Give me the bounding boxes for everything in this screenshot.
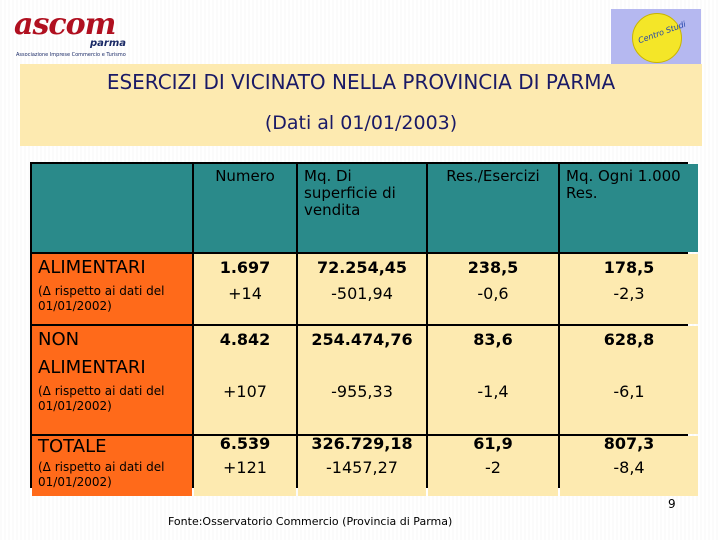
table-cell: 83,6 -1,4 bbox=[428, 326, 558, 434]
data-table: Numero Mq. Di superficie di vendita Res.… bbox=[30, 162, 698, 496]
centro-studi-text: Centro Studi bbox=[636, 19, 688, 46]
table-cell: 1.697 +14 bbox=[194, 254, 296, 324]
cell-delta: -2,3 bbox=[613, 284, 645, 303]
header-res-esercizi: Res./Esercizi bbox=[428, 164, 558, 252]
table-cell: 61,9 -2 bbox=[428, 434, 558, 496]
title-banner: ESERCIZI DI VICINATO NELLA PROVINCIA DI … bbox=[20, 64, 702, 146]
row-label-non-alimentari: NON ALIMENTARI (Δ rispetto ai dati del 0… bbox=[32, 326, 192, 434]
cell-delta: -2 bbox=[485, 458, 501, 477]
cell-delta: +14 bbox=[228, 284, 262, 303]
table-cell: 178,5 -2,3 bbox=[560, 254, 698, 324]
cell-value: 178,5 bbox=[603, 258, 655, 277]
logo-city: parma bbox=[89, 38, 126, 49]
source-note: Fonte:Osservatorio Commercio (Provincia … bbox=[168, 515, 453, 528]
row-note: (Δ rispetto ai dati del 01/01/2002) bbox=[38, 384, 165, 413]
cell-delta: -955,33 bbox=[331, 382, 393, 401]
page-subtitle: (Dati al 01/01/2003) bbox=[264, 112, 458, 134]
cell-delta: +107 bbox=[223, 382, 267, 401]
table-cell: 6.539 +121 bbox=[194, 434, 296, 496]
row-note: (Δ rispetto ai dati del 01/01/2002) bbox=[38, 284, 165, 313]
header-numero: Numero bbox=[194, 164, 296, 252]
logo-tagline: Associazione Imprese Commercio e Turismo bbox=[16, 52, 126, 58]
cell-delta: -1,4 bbox=[477, 382, 509, 401]
header-corner bbox=[32, 164, 192, 252]
page-number: 9 bbox=[668, 497, 676, 511]
cell-delta: -0,6 bbox=[477, 284, 509, 303]
row-note: (Δ rispetto ai dati del 01/01/2002) bbox=[38, 460, 165, 489]
row-label-alimentari: ALIMENTARI (Δ rispetto ai dati del 01/01… bbox=[32, 254, 192, 324]
cell-delta: -8,4 bbox=[613, 458, 645, 477]
cell-value: 254.474,76 bbox=[311, 330, 413, 349]
cell-value: 807,3 bbox=[603, 434, 655, 453]
table-cell: 807,3 -8,4 bbox=[560, 434, 698, 496]
ascom-logo: ascom parma Associazione Imprese Commerc… bbox=[14, 7, 132, 73]
centro-studi-logo: Centro Studi bbox=[611, 9, 701, 65]
table-cell: 4.842 +107 bbox=[194, 326, 296, 434]
cell-value: 1.697 bbox=[219, 258, 271, 277]
cell-value: 238,5 bbox=[467, 258, 519, 277]
row-label: NON ALIMENTARI bbox=[38, 329, 146, 378]
cell-value: 628,8 bbox=[603, 330, 655, 349]
table-cell: 72.254,45 -501,94 bbox=[298, 254, 426, 324]
cell-delta: -501,94 bbox=[331, 284, 393, 303]
table-cell: 238,5 -0,6 bbox=[428, 254, 558, 324]
row-label: TOTALE bbox=[38, 436, 107, 457]
cell-value: 83,6 bbox=[473, 330, 513, 349]
cell-delta: -1457,27 bbox=[326, 458, 398, 477]
header-mq-ogni-1000: Mq. Ogni 1.000 Res. bbox=[560, 164, 698, 252]
row-label: ALIMENTARI bbox=[38, 257, 146, 278]
row-label-totale: TOTALE (Δ rispetto ai dati del 01/01/200… bbox=[32, 436, 192, 496]
cell-value: 326.729,18 bbox=[311, 434, 413, 453]
table-cell: 628,8 -6,1 bbox=[560, 326, 698, 434]
cell-delta: -6,1 bbox=[613, 382, 645, 401]
header-mq-superficie: Mq. Di superficie di vendita bbox=[298, 164, 426, 252]
table-cell: 326.729,18 -1457,27 bbox=[298, 434, 426, 496]
centro-studi-disc-icon: Centro Studi bbox=[632, 13, 687, 63]
cell-delta: +121 bbox=[223, 458, 267, 477]
logo-brand: ascom bbox=[14, 7, 116, 42]
cell-value: 72.254,45 bbox=[316, 258, 408, 277]
cell-value: 4.842 bbox=[219, 330, 271, 349]
cell-value: 6.539 bbox=[219, 434, 271, 453]
page-title: ESERCIZI DI VICINATO NELLA PROVINCIA DI … bbox=[106, 70, 616, 94]
table-cell: 254.474,76 -955,33 bbox=[298, 326, 426, 434]
cell-value: 61,9 bbox=[473, 434, 513, 453]
